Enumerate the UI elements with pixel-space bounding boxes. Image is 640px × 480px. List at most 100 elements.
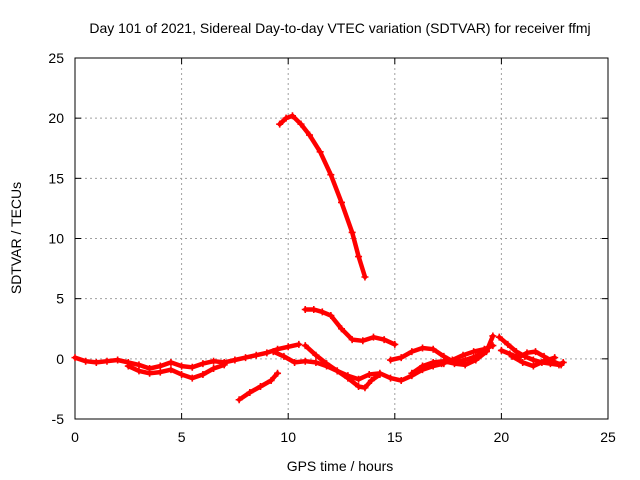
series-line: [72, 342, 302, 371]
data-point: [540, 357, 548, 365]
series-trace-1: [71, 340, 303, 372]
data-point: [310, 305, 318, 313]
data-point: [532, 348, 540, 356]
data-point: [497, 346, 505, 354]
data-point: [301, 305, 309, 313]
data-point: [387, 374, 395, 382]
data-point: [361, 273, 369, 281]
data-point: [156, 368, 164, 376]
data-point: [235, 396, 243, 404]
data-point: [359, 337, 367, 345]
data-point: [267, 376, 275, 384]
data-point: [178, 362, 186, 370]
data-point: [408, 369, 416, 377]
data-point: [512, 348, 520, 356]
data-point: [419, 344, 427, 352]
data-point: [472, 356, 480, 364]
data-point: [256, 383, 264, 391]
series-trace-4: [276, 112, 369, 281]
data-point: [316, 148, 324, 156]
data-point: [338, 325, 345, 333]
data-point: [280, 352, 288, 360]
data-point: [135, 361, 143, 369]
data-point: [92, 358, 100, 366]
data-point: [523, 349, 531, 357]
data-point: [489, 342, 497, 350]
data-point: [199, 370, 207, 378]
y-tick-label: 15: [48, 170, 64, 186]
data-point: [348, 336, 356, 344]
data-point: [263, 349, 271, 357]
series-trace-5: [301, 305, 399, 348]
series-line: [277, 113, 368, 280]
data-point: [274, 369, 282, 377]
data-point: [495, 333, 503, 341]
data-point: [365, 370, 373, 378]
data-point: [323, 360, 331, 368]
data-point: [355, 383, 363, 391]
data-point: [220, 361, 228, 369]
data-point: [252, 351, 260, 359]
data-point: [397, 354, 405, 362]
series-line: [409, 333, 496, 376]
data-point: [327, 171, 335, 179]
y-tick-label: 5: [56, 291, 64, 307]
y-tick-label: 10: [48, 231, 64, 247]
x-tick-label: 20: [494, 429, 510, 445]
x-tick-label: 25: [600, 429, 616, 445]
y-tick-label: -5: [52, 411, 65, 427]
x-tick-label: 0: [71, 429, 79, 445]
axis-ticks: 0 5 10 15 20 25 -5 0 5 10 15 20 25: [48, 50, 616, 445]
chart-title: Day 101 of 2021, Sidereal Day-to-day VTE…: [89, 20, 590, 36]
data-point: [269, 348, 277, 356]
data-point: [338, 198, 345, 206]
data-point: [397, 376, 405, 384]
series-line: [126, 362, 227, 381]
series-line: [388, 345, 489, 365]
data-point: [246, 389, 254, 397]
data-point: [284, 343, 292, 351]
data-point: [348, 228, 356, 236]
data-point: [306, 131, 314, 139]
data-point: [301, 357, 309, 365]
data-point: [376, 370, 384, 378]
series-trace-13: [508, 352, 559, 370]
data-point: [312, 351, 320, 359]
data-point: [459, 351, 467, 359]
data-point: [199, 360, 207, 368]
data-point: [242, 354, 250, 362]
data-point: [519, 358, 527, 366]
data-point: [429, 345, 437, 353]
y-axis-label: SDTVAR / TECUs: [8, 182, 24, 294]
data-point: [297, 120, 305, 128]
data-point: [167, 358, 175, 366]
data-point: [312, 358, 320, 366]
data-point: [71, 354, 79, 362]
data-point: [291, 358, 299, 366]
data-point: [344, 374, 352, 382]
y-tick-label: 0: [56, 351, 64, 367]
data-point: [188, 363, 196, 371]
data-point: [470, 348, 478, 356]
data-point: [167, 366, 175, 374]
data-point: [419, 362, 427, 370]
data-marks: [71, 112, 567, 404]
data-point: [367, 376, 375, 384]
data-point: [355, 375, 363, 383]
data-point: [361, 384, 369, 392]
y-tick-label: 25: [48, 50, 64, 66]
data-point: [557, 361, 565, 369]
data-point: [504, 340, 512, 348]
x-tick-label: 15: [387, 429, 403, 445]
x-tick-label: 5: [178, 429, 186, 445]
data-point: [333, 367, 341, 375]
data-point: [391, 340, 399, 348]
data-point: [188, 374, 196, 382]
data-point: [178, 370, 186, 378]
series-trace-2: [124, 361, 228, 382]
data-point: [369, 333, 377, 341]
series-trace-10: [438, 342, 497, 368]
data-point: [355, 253, 363, 261]
data-point: [408, 348, 416, 356]
